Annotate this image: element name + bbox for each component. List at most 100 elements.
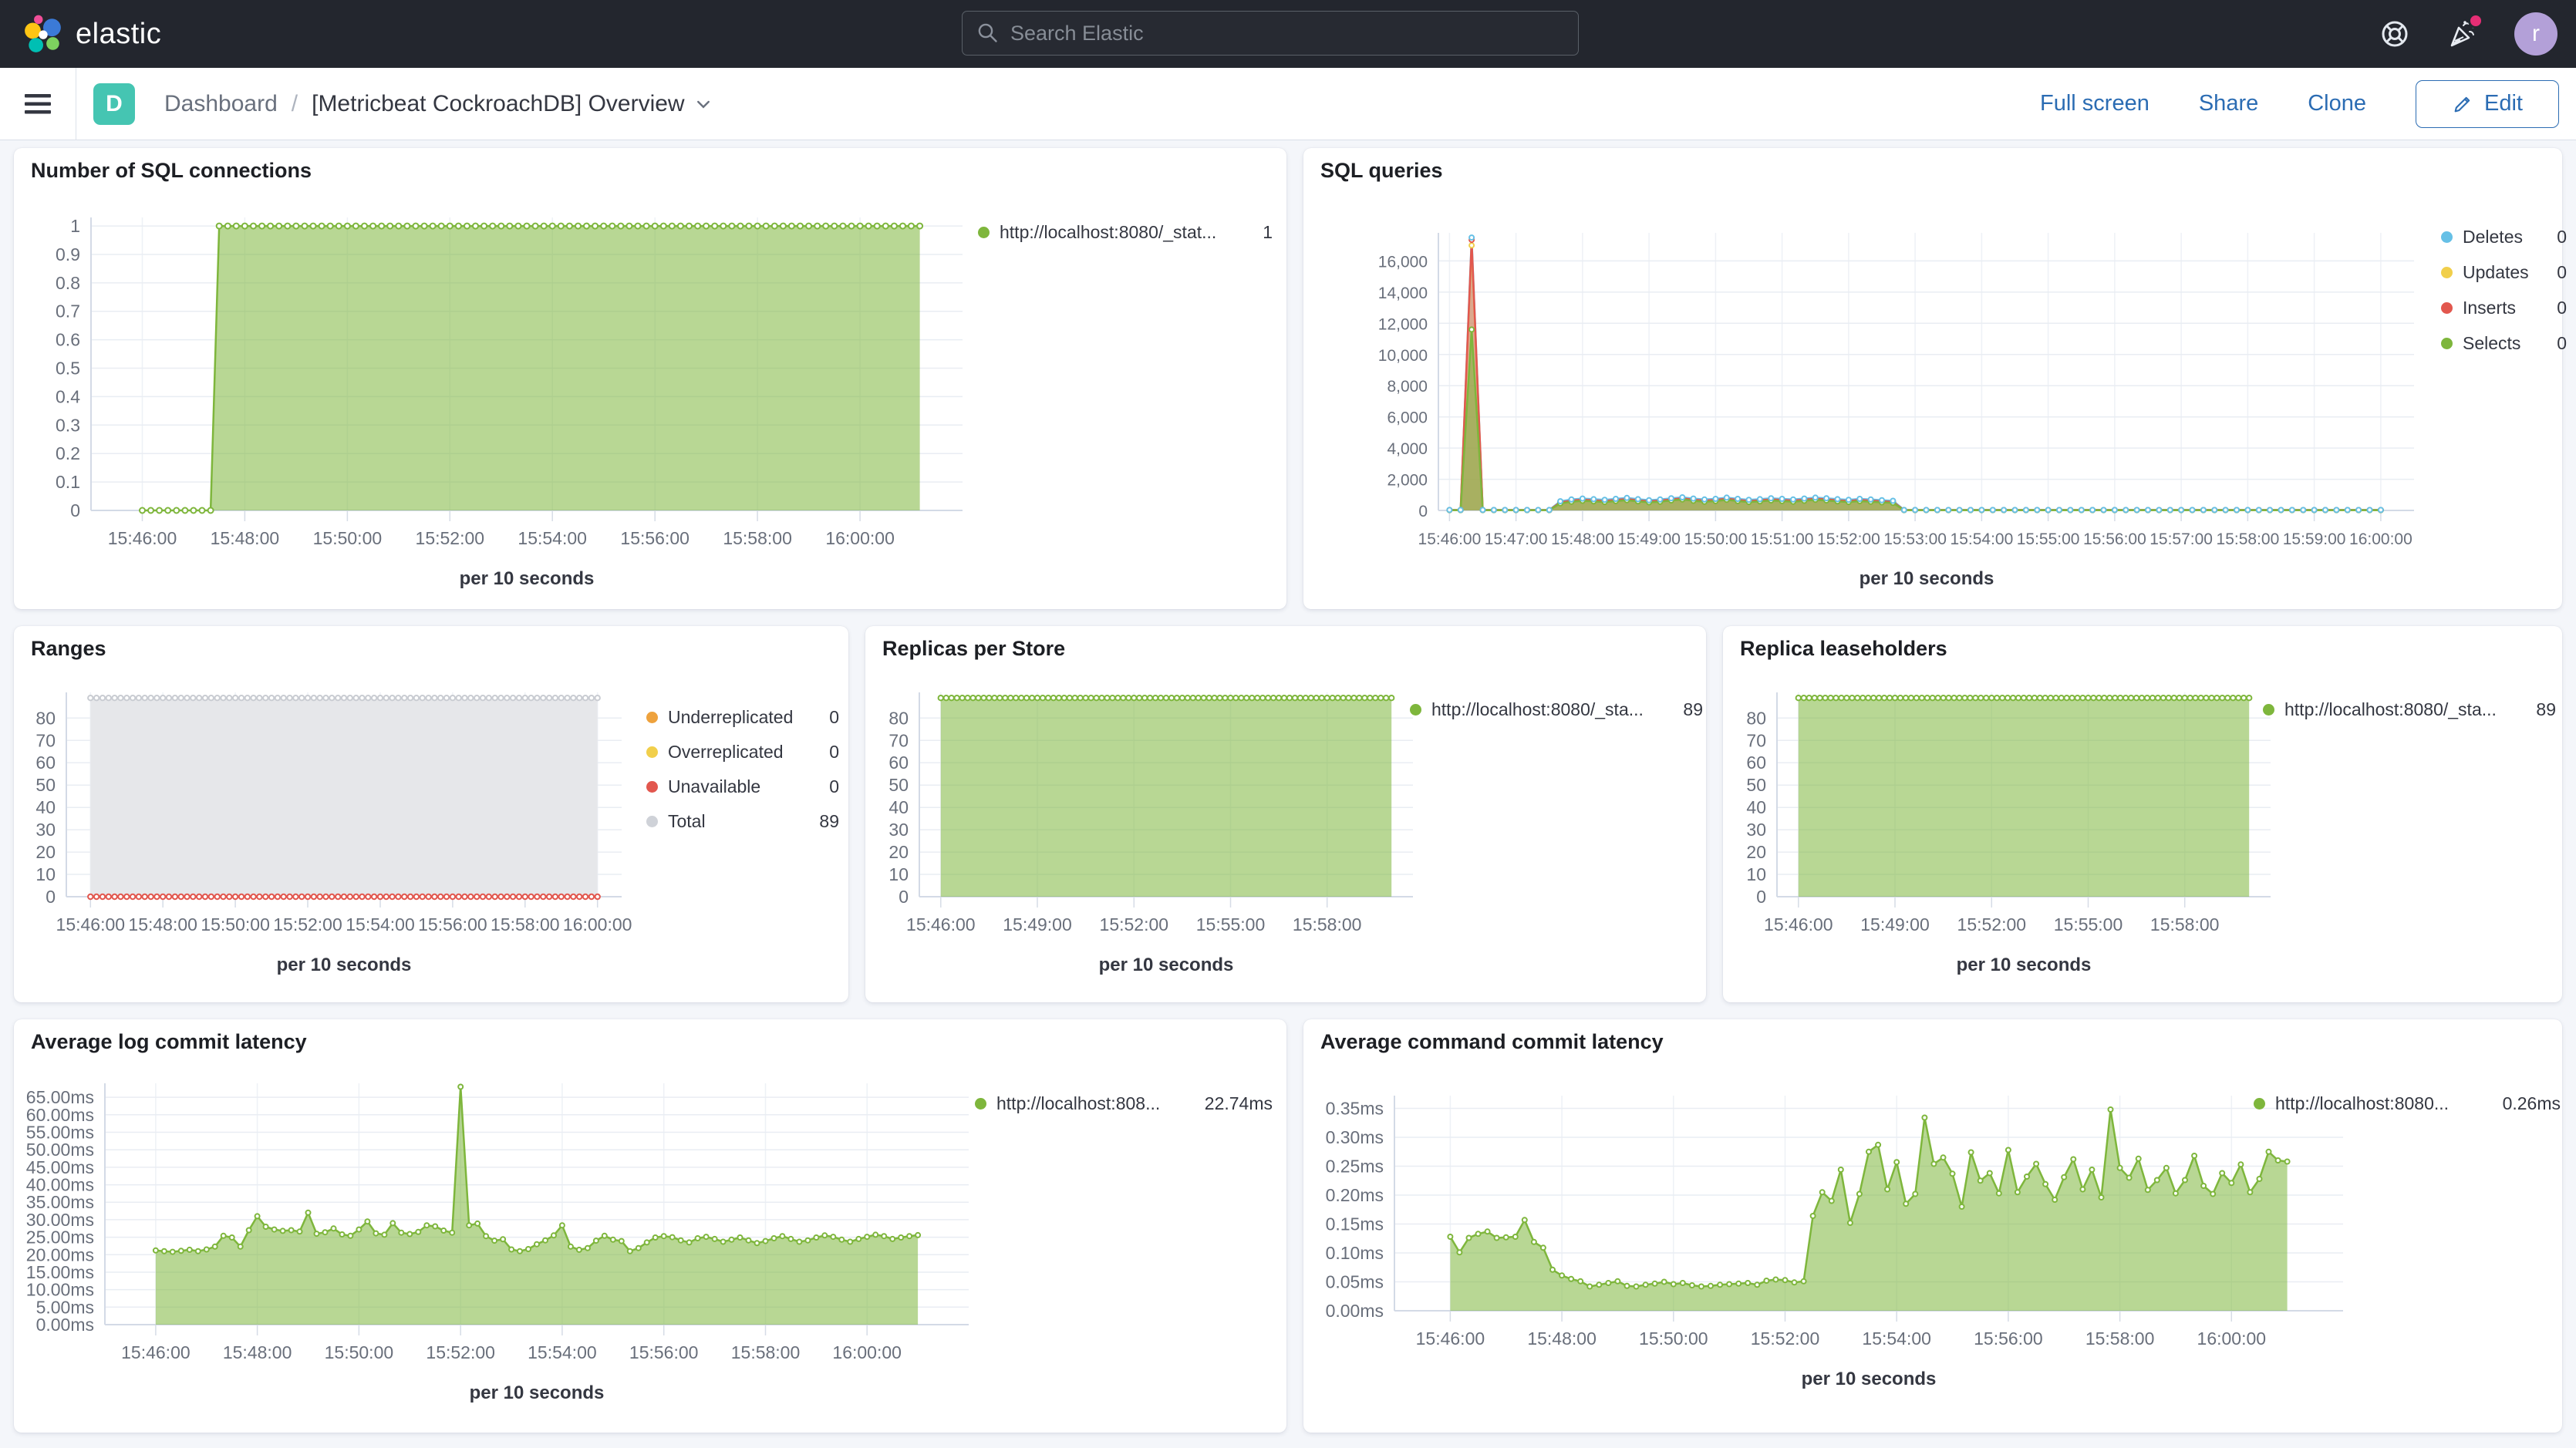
page-title[interactable]: [Metricbeat CockroachDB] Overview: [312, 91, 713, 117]
clone-button[interactable]: Clone: [2308, 91, 2366, 116]
full-screen-button[interactable]: Full screen: [2040, 91, 2149, 116]
y-tick-label: 60: [1746, 753, 1766, 773]
elastic-logo-icon: [23, 13, 63, 55]
legend-item[interactable]: http://localhost:8080/_sta...89: [2263, 692, 2556, 727]
y-tick-label: 50: [888, 775, 909, 795]
legend-item[interactable]: http://localhost:8080/_stat...1: [978, 214, 1273, 250]
y-tick-label: 80: [888, 708, 909, 728]
search-icon: [976, 22, 1000, 45]
legend-item[interactable]: Total89: [646, 804, 839, 839]
x-tick-label: 16:00:00: [825, 528, 895, 548]
x-tick-label: 15:54:00: [1862, 1328, 1931, 1349]
x-tick-label: 15:49:00: [1860, 914, 1930, 934]
legend-label: Updates: [2463, 262, 2529, 283]
y-tick-label: 30: [1746, 820, 1766, 840]
x-tick-label: 15:54:00: [1951, 530, 2014, 548]
x-tick-label: 15:48:00: [1551, 530, 1614, 548]
markers-Total: [88, 695, 600, 700]
legend-swatch-icon: [2441, 302, 2453, 314]
newsfeed-party-popper-icon[interactable]: [2446, 18, 2479, 50]
edit-button[interactable]: Edit: [2416, 80, 2559, 128]
legend-label: Inserts: [2463, 298, 2516, 318]
x-tick-label: 15:58:00: [491, 914, 560, 934]
legend-value: 22.74ms: [1194, 1093, 1273, 1114]
x-tick-label: 16:00:00: [563, 914, 632, 934]
y-tick-label: 20: [35, 842, 56, 862]
y-tick-label: 0.35ms: [1326, 1099, 1384, 1119]
chart-command-commit-latency[interactable]: 15:46:0015:48:0015:50:0015:52:0015:54:00…: [1303, 1019, 2562, 1433]
legend-value: 89: [808, 811, 839, 832]
legend-value: 89: [2525, 699, 2556, 720]
y-tick-label: 0.15ms: [1326, 1214, 1384, 1234]
y-tick-label: 70: [35, 730, 56, 750]
panel-replica-leaseholders: Replica leaseholders 15:46:0015:49:0015:…: [1723, 626, 2562, 1002]
x-tick-label: 15:56:00: [2083, 530, 2146, 548]
breadcrumb-dashboard-link[interactable]: Dashboard: [164, 91, 278, 117]
legend-item[interactable]: http://localhost:8080/_sta...89: [1410, 692, 1703, 727]
x-tick-label: 15:50:00: [1639, 1328, 1708, 1349]
legend-log-commit-latency: http://localhost:808...22.74ms: [975, 1086, 1273, 1121]
y-tick-label: 70: [888, 730, 909, 750]
chart-replicas-per-store[interactable]: 15:46:0015:49:0015:52:0015:55:0015:58:00…: [865, 626, 1706, 1002]
x-tick-label: 15:58:00: [1293, 914, 1362, 934]
legend-item[interactable]: Unavailable0: [646, 769, 839, 804]
y-tick-label: 0.05ms: [1326, 1272, 1384, 1292]
y-tick-label: 70: [1746, 730, 1766, 750]
y-tick-label: 0.00ms: [36, 1315, 94, 1335]
chart-replica-leaseholders[interactable]: 15:46:0015:49:0015:52:0015:55:0015:58:00…: [1723, 626, 2562, 1002]
x-tick-label: 15:53:00: [1883, 530, 1947, 548]
legend-swatch-icon: [646, 746, 658, 758]
legend-swatch-icon: [2441, 231, 2453, 243]
global-search[interactable]: [962, 11, 1579, 56]
legend-item[interactable]: Selects0: [2441, 325, 2567, 361]
legend-item[interactable]: http://localhost:808...22.74ms: [975, 1086, 1273, 1121]
y-tick-label: 0.6: [56, 330, 80, 350]
x-axis-label: per 10 seconds: [277, 955, 412, 975]
x-axis-label: per 10 seconds: [470, 1382, 605, 1403]
chart-log-commit-latency[interactable]: 15:46:0015:48:0015:50:0015:52:0015:54:00…: [14, 1019, 1286, 1433]
y-tick-label: 10: [888, 864, 909, 884]
legend-item[interactable]: Deletes0: [2441, 219, 2567, 254]
y-tick-label: 50: [35, 775, 56, 795]
y-tick-label: 40: [1746, 797, 1766, 817]
x-tick-label: 15:59:00: [2283, 530, 2346, 548]
legend-item[interactable]: http://localhost:8080...0.26ms: [2254, 1086, 2561, 1121]
user-avatar[interactable]: r: [2514, 12, 2557, 56]
share-button[interactable]: Share: [2199, 91, 2258, 116]
y-tick-label: 30: [888, 820, 909, 840]
elastic-brand[interactable]: elastic: [0, 13, 161, 55]
x-tick-label: 15:48:00: [128, 914, 197, 934]
legend-label: Deletes: [2463, 227, 2523, 248]
series-Total: [90, 698, 597, 897]
y-tick-label: 50: [1746, 775, 1766, 795]
legend-swatch-icon: [2263, 704, 2274, 716]
y-tick-label: 0.5: [56, 359, 80, 379]
search-input[interactable]: [1010, 22, 1564, 45]
y-tick-label: 10,000: [1378, 347, 1428, 365]
x-tick-label: 15:46:00: [56, 914, 126, 934]
legend-value: 0: [818, 776, 839, 797]
legend-item[interactable]: Updates0: [2441, 254, 2567, 290]
legend-value: 89: [1672, 699, 1703, 720]
markers-Unavailable: [88, 894, 600, 899]
x-tick-label: 15:52:00: [416, 528, 485, 548]
y-tick-label: 40: [888, 797, 909, 817]
menu-hamburger-icon[interactable]: [0, 68, 76, 140]
series-http://localhost:8080/_sta...: [1799, 698, 2249, 897]
y-tick-label: 0.25ms: [1326, 1157, 1384, 1177]
x-tick-label: 15:46:00: [121, 1342, 191, 1362]
x-tick-label: 15:56:00: [1974, 1328, 2043, 1349]
chart-sql-queries[interactable]: 15:46:0015:47:0015:48:0015:49:0015:50:00…: [1303, 148, 2562, 609]
y-tick-label: 6,000: [1387, 409, 1428, 427]
x-tick-label: 15:58:00: [731, 1342, 801, 1362]
legend-swatch-icon: [975, 1098, 986, 1110]
help-icon[interactable]: [2379, 18, 2411, 50]
series-http://localhost:8080...: [1450, 1110, 2287, 1311]
legend-item[interactable]: Overreplicated0: [646, 735, 839, 769]
legend-label: http://localhost:8080...: [2275, 1093, 2449, 1114]
x-tick-label: 15:54:00: [518, 528, 587, 548]
legend-item[interactable]: Underreplicated0: [646, 700, 839, 735]
y-tick-label: 16,000: [1378, 253, 1428, 271]
legend-item[interactable]: Inserts0: [2441, 290, 2567, 325]
x-tick-label: 15:52:00: [1100, 914, 1169, 934]
